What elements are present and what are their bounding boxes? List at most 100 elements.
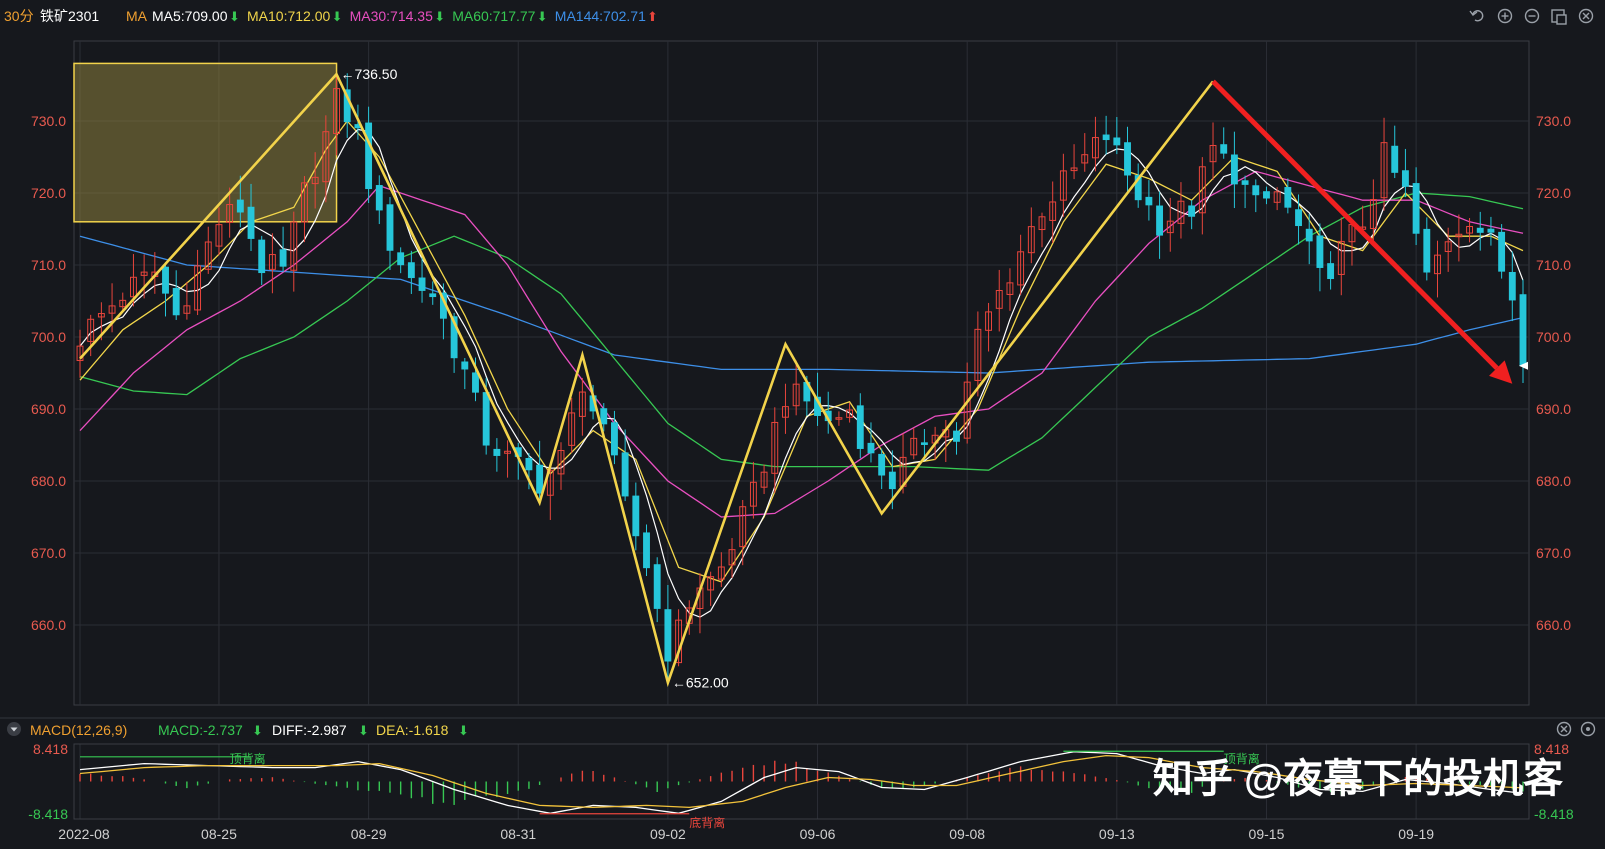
candle-body — [1487, 228, 1495, 233]
macd-dea-line — [79, 754, 1524, 809]
ma-item-3: MA60:717.77 — [452, 8, 535, 24]
zigzag-layer — [79, 71, 1215, 688]
macd-top-label-right: 8.418 — [1534, 741, 1569, 757]
macd-bottom-label: -8.418 — [28, 806, 68, 822]
candle-body — [792, 383, 800, 407]
candle-body — [1498, 231, 1506, 272]
y-tick-label-left: 730.0 — [31, 113, 66, 129]
y-tick-label-right: 730.0 — [1536, 113, 1571, 129]
diff-down-arrow: ⬇ — [358, 723, 369, 738]
candle-body — [130, 276, 137, 298]
candle-body — [846, 409, 854, 418]
y-tick-label-left: 710.0 — [31, 257, 66, 273]
candle-body — [707, 576, 715, 591]
y-tick-label-left: 660.0 — [31, 617, 66, 633]
x-tick-label: 09-15 — [1249, 826, 1285, 842]
collapse-macd-icon[interactable] — [7, 722, 21, 736]
candle-body — [578, 391, 586, 417]
macd-settings-icon[interactable] — [1580, 721, 1596, 737]
candle-body — [450, 316, 458, 359]
highlight-box-layer — [73, 62, 338, 223]
y-tick-label-left: 690.0 — [31, 401, 66, 417]
layout-icon[interactable] — [1551, 9, 1567, 25]
candle-body — [1476, 227, 1484, 233]
y-tick-label-right: 660.0 — [1536, 617, 1571, 633]
candle-body — [108, 305, 116, 314]
candle-body — [183, 305, 191, 314]
candle-body — [888, 471, 896, 490]
x-tick-label: 08-25 — [201, 826, 237, 842]
y-tick-label-right: 720.0 — [1536, 185, 1571, 201]
candle-body — [119, 299, 127, 308]
y-axis-left: 730.0 720.0 710.0 700.0 690.0 680.0 670.0 660.0 — [31, 113, 66, 633]
candle-body — [1273, 191, 1281, 203]
candle-body — [375, 185, 383, 211]
symbol-label: 铁矿2301 — [40, 8, 99, 24]
candle-body — [1070, 167, 1078, 172]
candle-body — [236, 199, 244, 213]
price-panel-frame — [73, 40, 1530, 706]
candle-body — [418, 277, 426, 291]
low-price-label: ←652.00 — [672, 675, 729, 691]
candle-body — [920, 442, 928, 445]
ma-arrow-4: ⬆ — [647, 9, 658, 24]
trend-arrow-head — [1489, 360, 1513, 384]
candle-body — [974, 328, 982, 381]
candle-body — [835, 417, 843, 420]
candle-body — [653, 564, 661, 609]
candle-body — [910, 437, 918, 456]
candle-body — [1230, 154, 1238, 185]
undo-icon[interactable] — [1469, 10, 1484, 22]
macd-title: MACD(12,26,9) — [30, 722, 127, 738]
candle-body — [557, 450, 565, 475]
period-label: 30分 — [4, 8, 34, 24]
candle-body — [472, 372, 479, 393]
candle-body — [1220, 144, 1228, 154]
zoom-out-icon[interactable] — [1524, 8, 1540, 24]
x-tick-label: 08-31 — [500, 826, 536, 842]
candle-body — [311, 176, 319, 185]
ma-indicator-label: MA — [126, 8, 148, 24]
candle-body — [749, 481, 757, 507]
divergence-label: 顶背离 — [230, 751, 266, 766]
dea-value: DEA:-1.618 — [376, 722, 449, 738]
candle-body — [856, 405, 864, 449]
zoom-in-icon[interactable] — [1497, 8, 1513, 24]
candle-body — [536, 464, 544, 494]
ma144-line — [79, 235, 1524, 374]
candle-body — [1369, 199, 1377, 230]
candle-body — [1145, 196, 1153, 206]
candlesticks — [76, 73, 1527, 683]
ma-arrow-1: ⬇ — [332, 9, 343, 24]
candle-body — [1295, 209, 1302, 227]
candle-body — [1412, 183, 1420, 234]
candle-body — [525, 457, 533, 471]
candle-body — [1188, 205, 1196, 217]
y-tick-label-right: 700.0 — [1536, 329, 1571, 345]
candle-body — [461, 361, 469, 370]
candle-body — [1059, 170, 1067, 201]
candle-body — [386, 204, 394, 251]
divergence-label: 底背离 — [689, 815, 725, 830]
macd-close-icon[interactable] — [1556, 721, 1572, 737]
candle-body — [1081, 154, 1089, 164]
candle-body — [664, 609, 672, 662]
candle-body — [985, 311, 992, 331]
y-tick-label-right: 710.0 — [1536, 257, 1571, 273]
candle-body — [87, 318, 95, 342]
candle-body — [1177, 200, 1185, 224]
x-tick-label: 09-06 — [800, 826, 836, 842]
x-tick-label: 2022-08 — [58, 826, 110, 842]
candle-body — [621, 452, 629, 497]
header-icons — [1469, 8, 1594, 25]
candle-body — [268, 254, 276, 270]
candle-body — [953, 430, 960, 442]
candle-body — [258, 239, 266, 274]
candle-body — [782, 406, 789, 418]
close-icon[interactable] — [1578, 8, 1594, 24]
candle-body — [1252, 185, 1260, 196]
last-price-marker — [1519, 361, 1528, 370]
y-tick-label-right: 680.0 — [1536, 473, 1571, 489]
macd-header: MACD(12,26,9) MACD:-2.737 ⬇ DIFF:-2.987 … — [7, 721, 1596, 738]
